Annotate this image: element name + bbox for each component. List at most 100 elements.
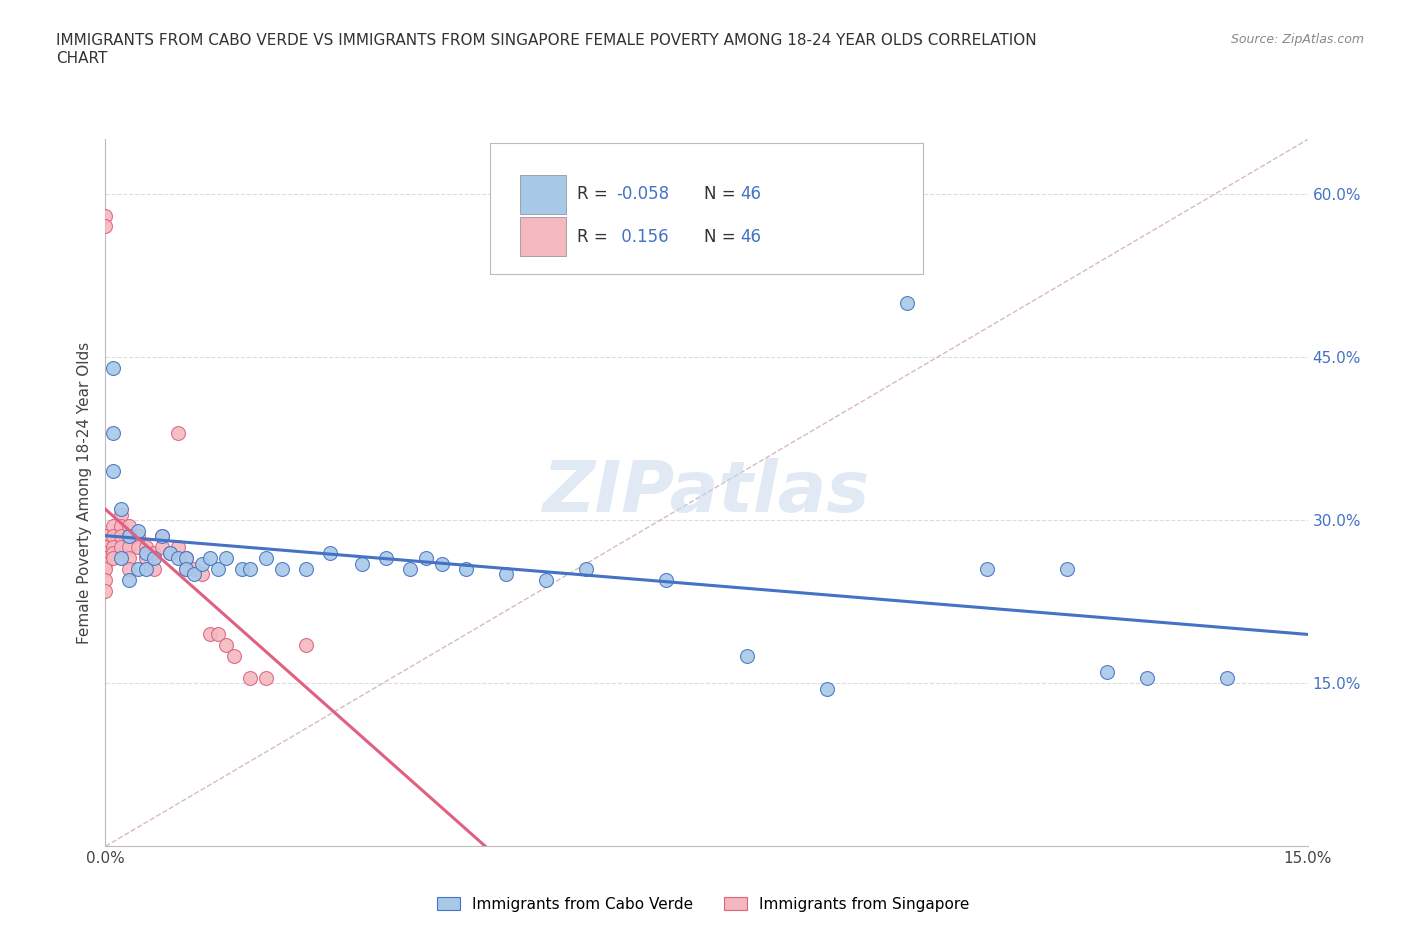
Point — [430, 556, 453, 571]
Point — [198, 551, 221, 565]
Text: 46: 46 — [740, 185, 761, 204]
Point — [94, 208, 117, 223]
Point — [166, 551, 188, 565]
Point — [150, 539, 173, 554]
Point — [254, 551, 277, 565]
Point — [94, 551, 117, 565]
Text: R =: R = — [576, 185, 613, 204]
Point — [103, 545, 125, 560]
Text: ZIPatlas: ZIPatlas — [543, 458, 870, 527]
Text: Source: ZipAtlas.com: Source: ZipAtlas.com — [1230, 33, 1364, 46]
Point — [295, 638, 318, 653]
Point — [103, 539, 125, 554]
FancyBboxPatch shape — [520, 218, 565, 256]
Point — [270, 562, 292, 577]
Text: 46: 46 — [740, 228, 761, 246]
Point — [94, 562, 117, 577]
Point — [319, 545, 342, 560]
Point — [174, 551, 197, 565]
Point — [94, 545, 117, 560]
Point — [118, 573, 141, 588]
Point — [135, 562, 157, 577]
Point — [135, 539, 157, 554]
Text: -0.058: -0.058 — [616, 185, 669, 204]
Point — [976, 562, 998, 577]
Point — [174, 562, 197, 577]
Point — [94, 556, 117, 571]
Point — [135, 551, 157, 565]
Point — [159, 545, 181, 560]
Point — [183, 567, 205, 582]
Point — [159, 545, 181, 560]
Point — [207, 562, 229, 577]
Point — [166, 539, 188, 554]
Point — [295, 562, 318, 577]
Point — [1097, 665, 1119, 680]
Point — [174, 551, 197, 565]
Point — [103, 426, 125, 441]
Point — [94, 583, 117, 598]
Point — [214, 638, 236, 653]
Point — [103, 361, 125, 376]
FancyBboxPatch shape — [491, 143, 922, 273]
Point — [166, 426, 188, 441]
Point — [118, 529, 141, 544]
Point — [94, 529, 117, 544]
Point — [374, 551, 398, 565]
Point — [118, 539, 141, 554]
Point — [495, 567, 517, 582]
Point — [127, 562, 149, 577]
Text: R =: R = — [576, 228, 613, 246]
Point — [103, 529, 125, 544]
Point — [103, 518, 125, 533]
Point — [110, 539, 132, 554]
Text: CHART: CHART — [56, 51, 108, 66]
Point — [94, 573, 117, 588]
Point — [94, 539, 117, 554]
Point — [655, 573, 678, 588]
Point — [239, 671, 262, 685]
Point — [110, 502, 132, 517]
Point — [254, 671, 277, 685]
Text: 0.156: 0.156 — [616, 228, 669, 246]
Point — [135, 545, 157, 560]
Point — [150, 529, 173, 544]
Point — [415, 551, 437, 565]
Legend: Immigrants from Cabo Verde, Immigrants from Singapore: Immigrants from Cabo Verde, Immigrants f… — [430, 890, 976, 918]
Point — [350, 556, 373, 571]
Point — [1136, 671, 1159, 685]
Point — [1216, 671, 1239, 685]
Point — [150, 529, 173, 544]
Text: N =: N = — [704, 185, 741, 204]
Point — [127, 524, 149, 538]
Point — [399, 562, 422, 577]
Point — [896, 295, 918, 310]
Point — [174, 562, 197, 577]
Point — [142, 562, 165, 577]
Point — [118, 518, 141, 533]
Point — [534, 573, 557, 588]
Point — [735, 648, 758, 663]
Point — [118, 529, 141, 544]
Point — [103, 464, 125, 479]
Text: N =: N = — [704, 228, 741, 246]
Point — [110, 518, 132, 533]
Y-axis label: Female Poverty Among 18-24 Year Olds: Female Poverty Among 18-24 Year Olds — [77, 342, 93, 644]
Point — [118, 562, 141, 577]
Point — [454, 562, 477, 577]
Point — [815, 681, 838, 696]
Point — [198, 627, 221, 642]
Point — [214, 551, 236, 565]
Point — [142, 545, 165, 560]
FancyBboxPatch shape — [520, 175, 565, 214]
Text: IMMIGRANTS FROM CABO VERDE VS IMMIGRANTS FROM SINGAPORE FEMALE POVERTY AMONG 18-: IMMIGRANTS FROM CABO VERDE VS IMMIGRANTS… — [56, 33, 1036, 47]
Point — [190, 567, 212, 582]
Point — [127, 529, 149, 544]
Point — [127, 539, 149, 554]
Point — [118, 551, 141, 565]
Point — [94, 219, 117, 234]
Point — [103, 551, 125, 565]
Point — [207, 627, 229, 642]
Point — [110, 529, 132, 544]
Point — [231, 562, 253, 577]
